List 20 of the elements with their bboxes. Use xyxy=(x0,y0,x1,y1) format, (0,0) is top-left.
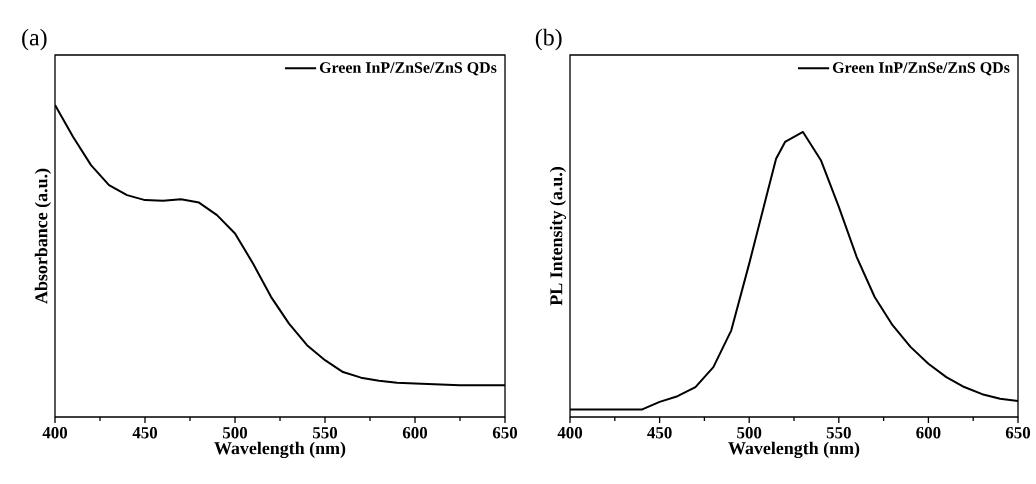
x-tick-label: 500 xyxy=(222,426,248,439)
legend-label: Green InP/ZnSe/ZnS QDs xyxy=(319,62,497,76)
y-axis-title: PL Intensity (a.u.) xyxy=(549,167,567,306)
chart-title: (b) xyxy=(535,28,562,51)
x-tick-label: 500 xyxy=(737,426,762,439)
x-tick-label: 650 xyxy=(492,426,518,439)
x-tick-label: 600 xyxy=(916,426,941,439)
chart-title: (a) xyxy=(22,28,47,51)
x-tick-label: 650 xyxy=(1005,426,1031,439)
x-tick-label: 400 xyxy=(557,426,583,439)
x-tick-label: 550 xyxy=(312,426,338,439)
y-axis-title: Absorbance (a.u.) xyxy=(34,168,52,304)
x-tick-label: 550 xyxy=(826,426,851,439)
x-tick-label: 450 xyxy=(647,426,672,439)
x-axis-title: Wavelength (nm) xyxy=(214,441,346,459)
x-tick-label: 600 xyxy=(402,426,428,439)
x-tick-label: 400 xyxy=(42,426,68,439)
x-tick-label: 450 xyxy=(132,426,158,439)
x-axis-title: Wavelength (nm) xyxy=(728,441,860,459)
legend-label: Green InP/ZnSe/ZnS QDs xyxy=(832,62,1010,76)
